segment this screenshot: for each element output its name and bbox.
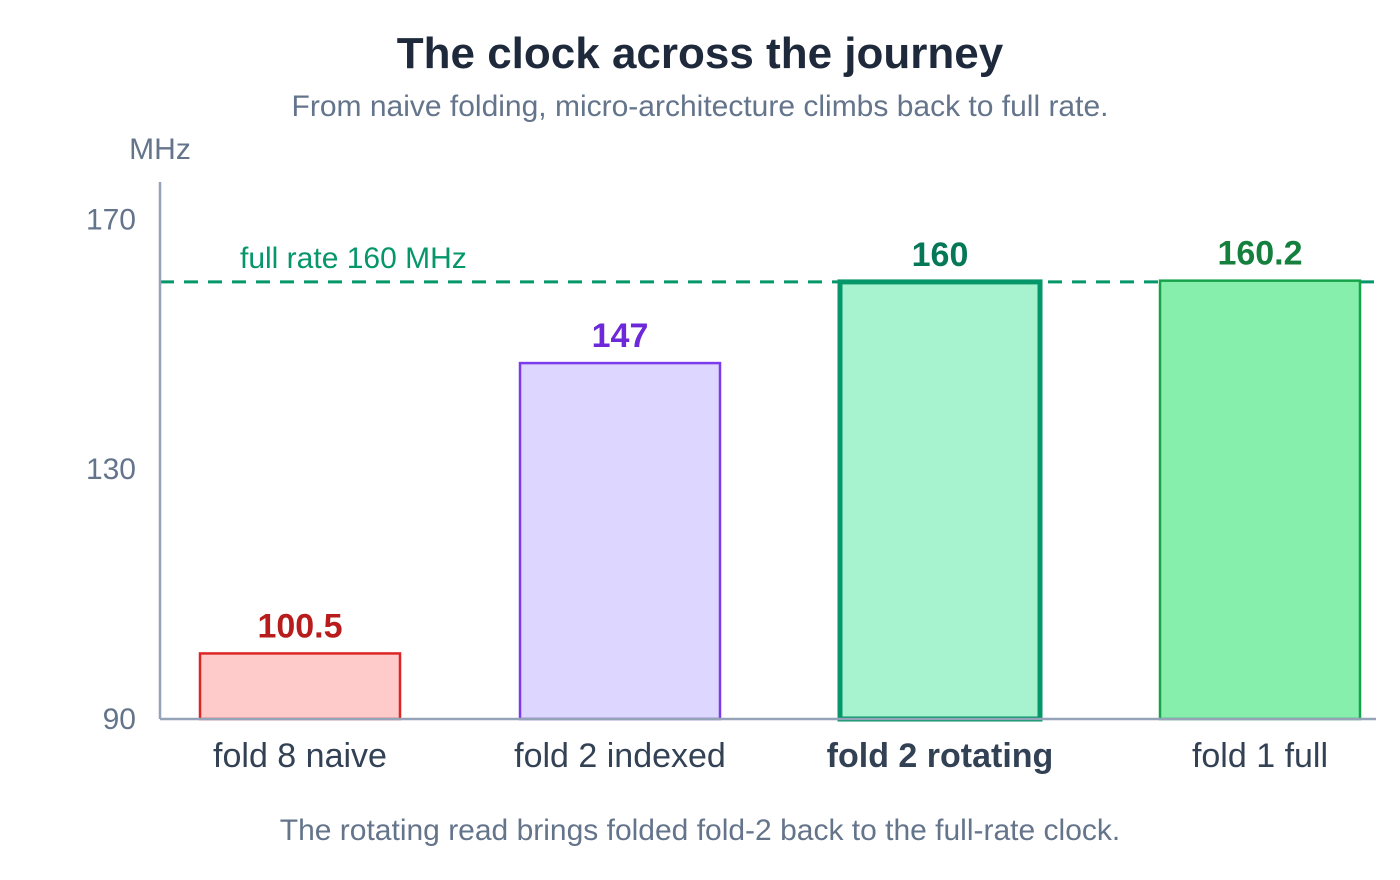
- value-label: 160.2: [1217, 235, 1302, 273]
- chart-footnote: The rotating read brings folded fold-2 b…: [280, 814, 1120, 847]
- bar-fold-8-naive: [198, 652, 402, 721]
- bars-group: [198, 279, 1362, 722]
- category-label: fold 2 indexed: [514, 737, 726, 775]
- value-label: 147: [592, 317, 649, 355]
- value-labels: 100.5 147 160 160.2: [257, 235, 1302, 646]
- category-label: fold 1 full: [1192, 737, 1328, 775]
- bar-fold-1-full: [1158, 279, 1362, 721]
- bar-fold-2-indexed: [518, 361, 722, 721]
- y-tick-labels: 90 130 170: [86, 203, 136, 736]
- y-tick-label: 90: [103, 703, 136, 736]
- category-label: fold 2 rotating: [827, 737, 1054, 775]
- chart-title: The clock across the journey: [397, 29, 1004, 78]
- y-axis-unit-label: MHz: [129, 133, 191, 166]
- value-label: 100.5: [257, 607, 342, 645]
- reference-line-group: full rate 160 MHz: [160, 242, 1376, 284]
- reference-line-label: full rate 160 MHz: [240, 242, 467, 275]
- value-label: 160: [912, 236, 969, 274]
- axes-group: [158, 182, 1376, 721]
- bar-fold-2-rotating: [837, 279, 1043, 722]
- y-tick-label: 130: [86, 453, 136, 486]
- category-label: fold 8 naive: [213, 737, 387, 775]
- chart-subtitle: From naive folding, micro-architecture c…: [292, 90, 1109, 123]
- category-labels: fold 8 naive fold 2 indexed fold 2 rotatin…: [213, 737, 1328, 775]
- y-tick-label: 170: [86, 203, 136, 236]
